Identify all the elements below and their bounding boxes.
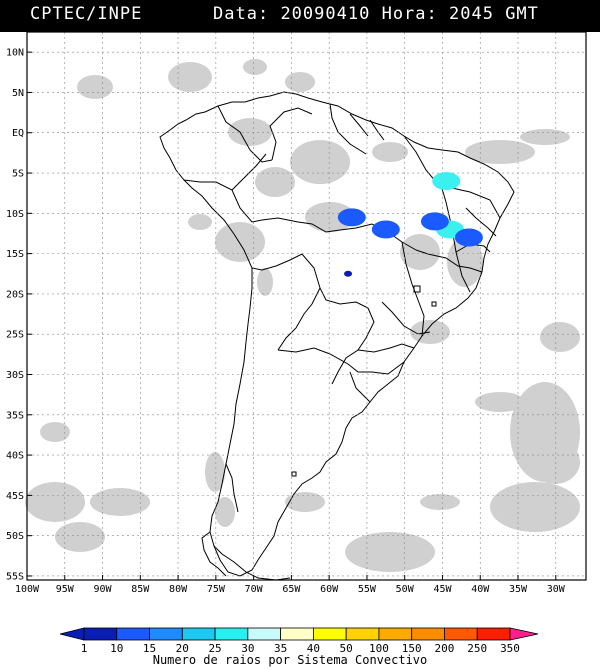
lon-label: 45W xyxy=(433,584,452,595)
lat-label: 15S xyxy=(6,249,24,260)
longitude-labels: 100W 95W 90W 85W 80W 75W 70W 65W 60W 55W 50W 45W 40W… xyxy=(15,575,566,595)
lat-label: 35S xyxy=(6,410,24,421)
legend-label: 50 xyxy=(340,642,353,655)
lon-label: 100W xyxy=(15,584,40,595)
graticule xyxy=(26,32,586,580)
legend-label: 35 xyxy=(274,642,287,655)
lon-label: 95W xyxy=(56,584,75,595)
lightning-map: 10N5NEQ5S10S15S20S25S30S35S40S45S50S55S … xyxy=(6,32,587,595)
lon-label: 50W xyxy=(396,584,415,595)
legend-label: 100 xyxy=(369,642,389,655)
time-label: Hora: xyxy=(381,4,438,24)
lat-label: EQ xyxy=(12,128,24,139)
legend-swatch xyxy=(345,627,380,641)
legend-swatch xyxy=(83,627,118,641)
legend-arrow-right xyxy=(509,627,539,641)
lon-label: 75W xyxy=(207,584,226,595)
organization-label: CPTEC/INPE xyxy=(30,4,143,24)
legend-arrow-left xyxy=(59,627,85,641)
storm-clusters xyxy=(337,172,483,277)
legend-label: 150 xyxy=(402,642,422,655)
lat-label: 55S xyxy=(6,571,24,582)
map-frame xyxy=(26,32,587,581)
date-label: Data: xyxy=(213,4,270,24)
storm-cluster xyxy=(432,172,461,191)
time-value: 2045 GMT xyxy=(449,4,539,24)
lat-label: 10N xyxy=(6,48,24,59)
legend-swatch xyxy=(116,627,150,641)
lat-label: 50S xyxy=(6,531,24,542)
storm-cluster xyxy=(344,270,353,277)
legend-swatch xyxy=(149,627,183,641)
legend-label: 25 xyxy=(208,642,221,655)
legend-label: 30 xyxy=(241,642,254,655)
lat-label: 40S xyxy=(6,451,24,462)
legend-swatch xyxy=(181,627,216,641)
lat-label: 30S xyxy=(6,370,24,381)
legend-color-bar xyxy=(59,627,539,641)
lat-label: 5N xyxy=(12,88,24,99)
lon-label: 80W xyxy=(169,584,188,595)
lat-label: 45S xyxy=(6,491,24,502)
lon-label: 30W xyxy=(547,584,566,595)
legend-swatch xyxy=(214,627,249,641)
storm-cluster xyxy=(337,208,366,227)
legend-label: 200 xyxy=(435,642,455,655)
lon-label: 85W xyxy=(131,584,150,595)
legend-label: 20 xyxy=(176,642,189,655)
date-value: 20090410 xyxy=(280,4,371,24)
legend-tick-labels: 1 10 15 20 25 30 35 40 50 100 150 200 250 350 xyxy=(81,642,520,655)
lat-label: 20S xyxy=(6,289,24,300)
lon-label: 90W xyxy=(94,584,113,595)
legend-swatch xyxy=(411,627,445,641)
legend-label: 40 xyxy=(307,642,320,655)
color-legend: 1 10 15 20 25 30 35 40 50 100 150 200 250 350 Numero … xyxy=(59,627,539,667)
lon-label: 65W xyxy=(282,584,301,595)
legend-label: 15 xyxy=(143,642,156,655)
legend-swatch xyxy=(476,627,511,641)
lat-label: 5S xyxy=(12,169,24,180)
lon-label: 40W xyxy=(471,584,490,595)
legend-swatch xyxy=(444,627,478,641)
storm-cluster xyxy=(420,212,449,231)
legend-swatch xyxy=(247,627,282,641)
storm-cluster xyxy=(454,228,483,247)
header-bar: CPTEC/INPE Data: 20090410 Hora: 2045 GMT xyxy=(0,0,600,32)
latitude-labels: 10N 5N EQ 5S 10S 15S 20S 25S 30S 35S 40S 45S 50S 55S xyxy=(6,48,32,582)
storm-cluster xyxy=(371,220,400,239)
legend-title: Numero de raios por Sistema Convectivo xyxy=(153,653,428,667)
legend-swatch xyxy=(312,627,347,641)
lat-label: 10S xyxy=(6,209,24,220)
lon-label: 70W xyxy=(245,584,264,595)
lon-label: 60W xyxy=(320,584,339,595)
legend-label: 10 xyxy=(110,642,123,655)
legend-label: 1 xyxy=(81,642,88,655)
lat-label: 25S xyxy=(6,330,24,341)
timestamp-info: Data: 20090410 Hora: 2045 GMT xyxy=(213,4,539,24)
legend-label: 350 xyxy=(500,642,520,655)
lon-label: 55W xyxy=(358,584,377,595)
lon-label: 35W xyxy=(509,584,528,595)
legend-label: 250 xyxy=(467,642,487,655)
legend-swatch xyxy=(378,627,413,641)
legend-swatch xyxy=(280,627,314,641)
cloud-cover xyxy=(25,59,580,572)
